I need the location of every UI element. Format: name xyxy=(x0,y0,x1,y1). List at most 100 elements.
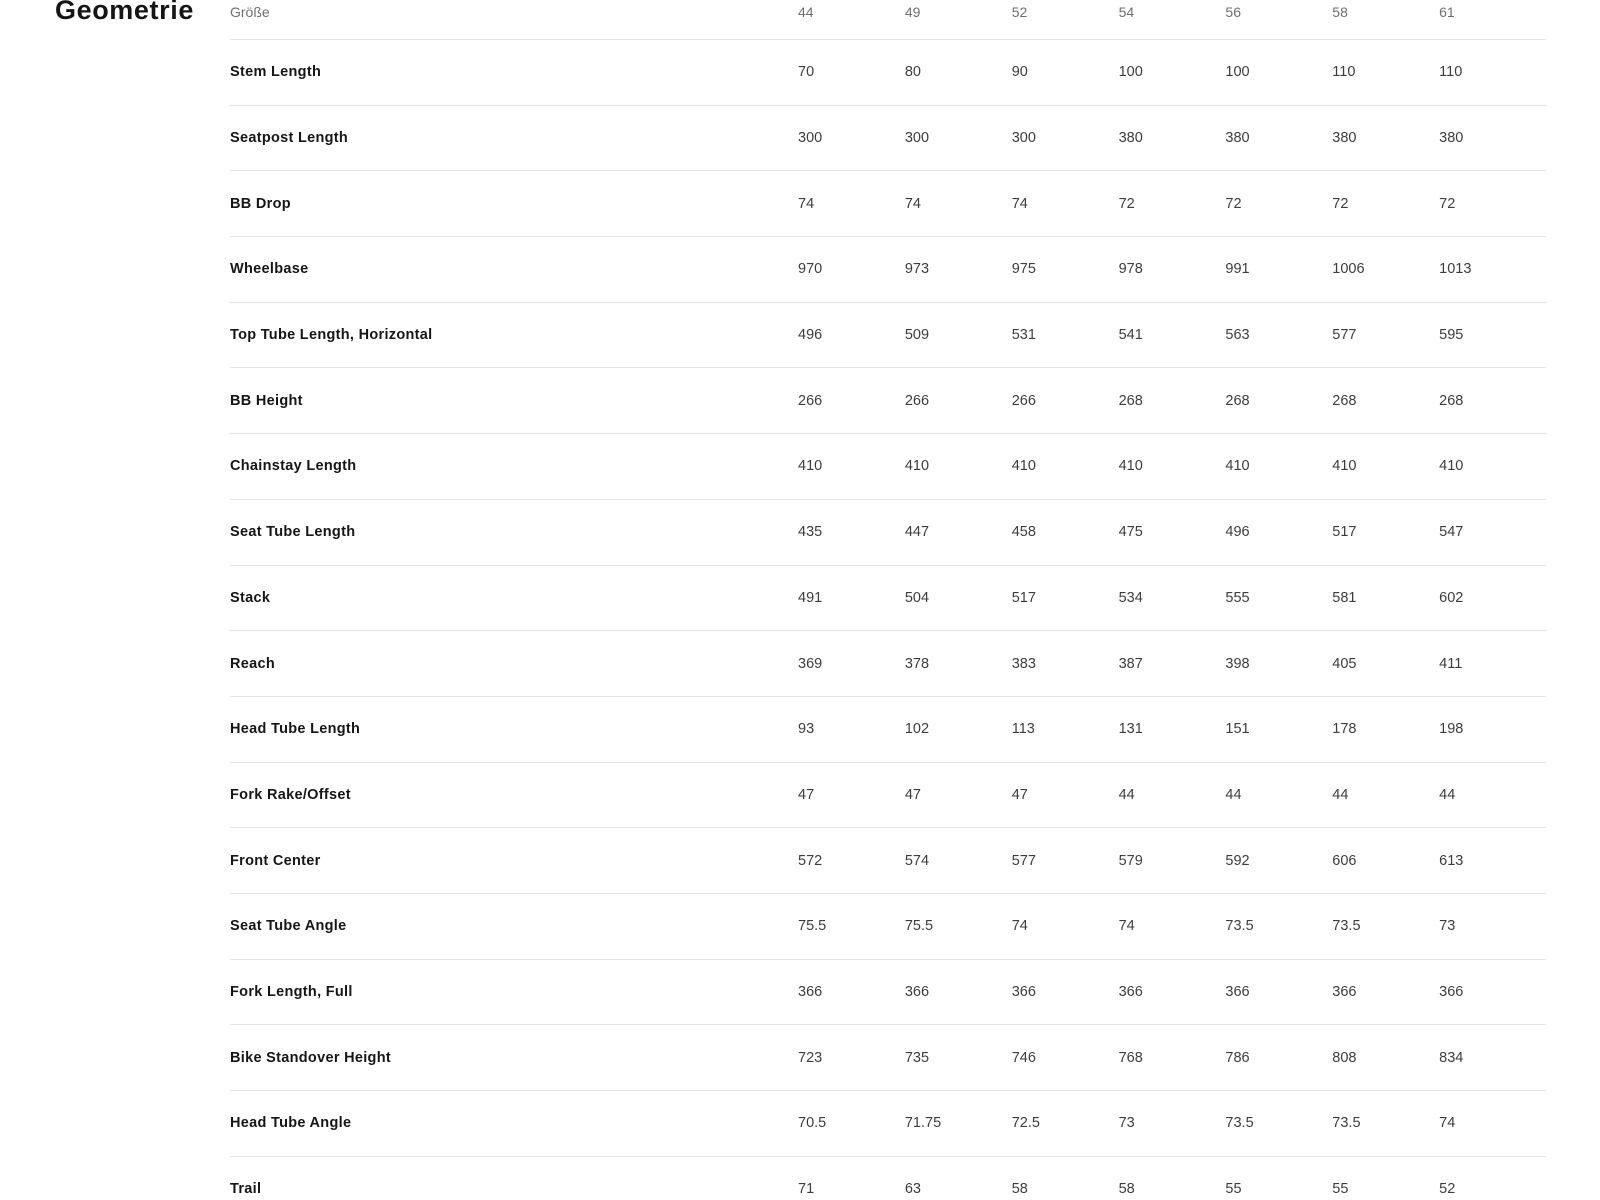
row-value: 975 xyxy=(1011,261,1036,278)
row-value: 496 xyxy=(798,327,823,344)
row-value: 72 xyxy=(1439,195,1456,212)
table-row: Stem Length 70 80 90 100 100 110 110 xyxy=(230,40,1546,106)
row-value: 100 xyxy=(1118,64,1143,81)
row-value: 55 xyxy=(1225,1181,1242,1198)
row-value: 592 xyxy=(1225,852,1250,869)
row-label: Front Center xyxy=(230,852,321,869)
table-row: BB Height 266 266 266 268 268 268 268 xyxy=(230,368,1546,435)
row-value: 70 xyxy=(798,64,815,81)
table-row: Head Tube Angle 70.5 71.75 72.5 73 73.5 73.5 74 xyxy=(230,1091,1546,1157)
row-value: 978 xyxy=(1118,261,1143,278)
row-value: 366 xyxy=(1118,983,1143,1000)
row-value: 113 xyxy=(1011,721,1035,738)
row-value: 534 xyxy=(1118,589,1143,606)
row-label: Fork Rake/Offset xyxy=(230,786,351,803)
row-value: 405 xyxy=(1332,655,1357,672)
row-value: 496 xyxy=(1225,524,1250,541)
row-value: 266 xyxy=(798,392,823,409)
row-value: 44 xyxy=(1439,786,1456,803)
row-value: 366 xyxy=(1332,983,1357,1000)
size-column-header: 58 xyxy=(1332,4,1348,20)
row-value: 606 xyxy=(1332,852,1357,869)
row-value: 80 xyxy=(904,64,921,81)
row-label: BB Drop xyxy=(230,195,291,212)
row-value: 52 xyxy=(1439,1181,1456,1198)
row-value: 366 xyxy=(1439,983,1464,1000)
row-value: 268 xyxy=(1332,392,1357,409)
size-header-label: Größe xyxy=(230,4,270,20)
row-label: Seat Tube Length xyxy=(230,524,356,541)
row-label: Fork Length, Full xyxy=(230,983,353,1000)
row-value: 1006 xyxy=(1332,261,1365,278)
row-value: 378 xyxy=(904,655,930,672)
row-value: 602 xyxy=(1439,589,1464,606)
row-value: 410 xyxy=(1118,458,1143,475)
row-label: Trail xyxy=(230,1181,262,1198)
row-value: 410 xyxy=(1225,458,1250,475)
row-value: 411 xyxy=(1439,655,1463,672)
row-value: 366 xyxy=(1225,983,1250,1000)
row-value: 73.5 xyxy=(1332,1115,1361,1132)
row-value: 735 xyxy=(904,1049,930,1066)
row-value: 563 xyxy=(1225,327,1250,344)
row-value: 73.5 xyxy=(1225,918,1254,935)
table-row: Stack 491 504 517 534 555 581 602 xyxy=(230,566,1546,632)
size-column-header: 56 xyxy=(1225,4,1241,20)
row-label: Seat Tube Angle xyxy=(230,918,347,935)
size-column-header: 52 xyxy=(1011,4,1028,20)
row-value: 300 xyxy=(904,130,930,147)
row-value: 63 xyxy=(904,1181,921,1198)
row-value: 410 xyxy=(798,458,823,475)
row-value: 517 xyxy=(1011,589,1036,606)
row-value: 991 xyxy=(1225,261,1250,278)
row-value: 970 xyxy=(798,261,823,278)
row-value: 74 xyxy=(1011,918,1028,935)
row-value: 72 xyxy=(1225,195,1242,212)
table-row: Top Tube Length, Horizontal 496 509 531 541 5… xyxy=(230,303,1546,369)
table-row: Fork Length, Full 366 366 366 366 366 366 366 xyxy=(230,960,1546,1026)
row-value: 475 xyxy=(1118,524,1143,541)
row-value: 509 xyxy=(904,327,930,344)
table-row: Seat Tube Angle 75.5 75.5 74 74 73.5 73.5 73 xyxy=(230,894,1546,960)
row-value: 151 xyxy=(1225,721,1250,738)
row-value: 387 xyxy=(1118,655,1143,672)
row-value: 577 xyxy=(1011,852,1036,869)
row-value: 268 xyxy=(1225,392,1250,409)
row-value: 268 xyxy=(1439,392,1464,409)
row-value: 577 xyxy=(1332,327,1357,344)
table-row: Wheelbase 970 973 975 978 991 1006 1013 xyxy=(230,237,1546,303)
row-value: 574 xyxy=(904,852,930,869)
row-label: Reach xyxy=(230,655,276,672)
row-value: 266 xyxy=(1011,392,1036,409)
row-value: 547 xyxy=(1439,524,1464,541)
row-value: 72.5 xyxy=(1011,1115,1040,1132)
row-value: 110 xyxy=(1439,64,1463,81)
table-row: Trail 71 63 58 58 55 55 52 xyxy=(230,1157,1546,1200)
row-label: Head Tube Length xyxy=(230,721,361,738)
row-value: 70.5 xyxy=(798,1115,827,1132)
row-value: 73 xyxy=(1439,918,1456,935)
size-column-header: 61 xyxy=(1439,4,1455,20)
row-value: 723 xyxy=(798,1049,823,1066)
row-value: 541 xyxy=(1118,327,1143,344)
row-value: 178 xyxy=(1332,721,1357,738)
row-value: 74 xyxy=(1118,918,1135,935)
row-value: 44 xyxy=(1332,786,1349,803)
table-row: Bike Standover Height 723 735 746 768 786 808 8… xyxy=(230,1025,1546,1091)
row-value: 447 xyxy=(904,524,930,541)
size-header-row: Größe 44 49 52 54 56 58 61 xyxy=(230,0,1546,40)
row-value: 380 xyxy=(1439,130,1464,147)
row-value: 47 xyxy=(1011,786,1028,803)
row-value: 268 xyxy=(1118,392,1143,409)
row-value: 746 xyxy=(1011,1049,1036,1066)
geometry-table-body: Stem Length 70 80 90 100 100 110 110 Seatpost Le… xyxy=(230,40,1546,1200)
page-title: Geometrie xyxy=(55,0,194,25)
row-value: 380 xyxy=(1332,130,1357,147)
row-value: 1013 xyxy=(1439,261,1472,278)
row-value: 71 xyxy=(798,1181,815,1198)
row-value: 973 xyxy=(904,261,930,278)
row-label: Bike Standover Height xyxy=(230,1049,391,1066)
row-value: 73.5 xyxy=(1225,1115,1254,1132)
row-value: 74 xyxy=(1011,195,1028,212)
row-value: 380 xyxy=(1225,130,1250,147)
